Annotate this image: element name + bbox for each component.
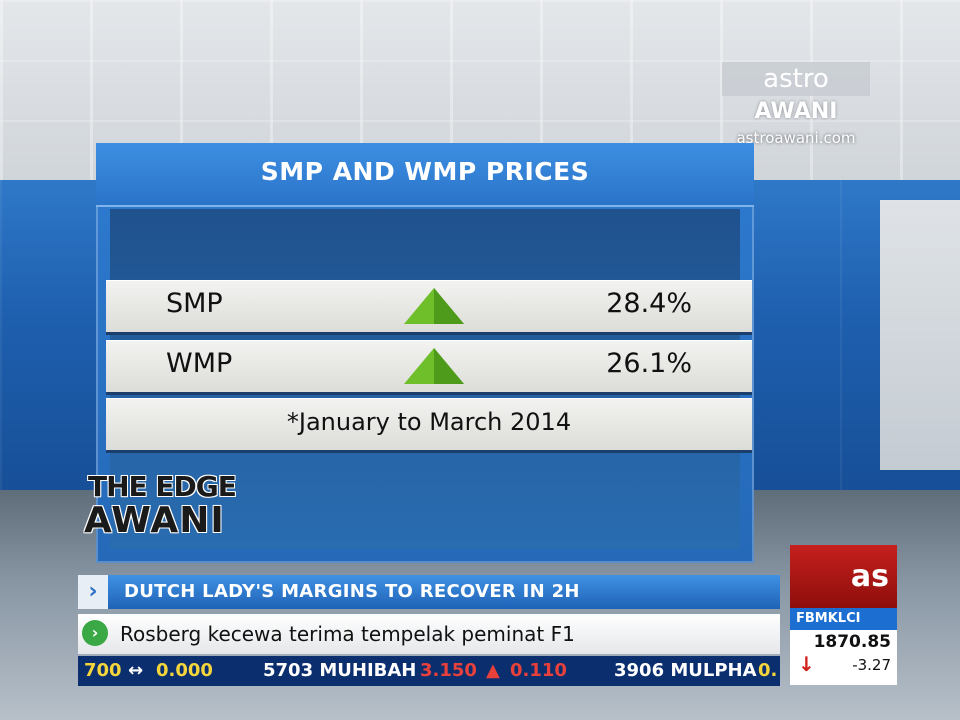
panel-title: SMP AND WMP PRICES [260, 157, 590, 186]
channel-logo: astro AWANI astroawani.com [722, 62, 870, 152]
row-value: 28.4% [606, 288, 692, 319]
market-change: -3.27 [852, 656, 891, 674]
show-logo-line1: THE EDGE [88, 470, 237, 503]
up-arrow-icon-shade [434, 288, 464, 324]
ticker-value: 3.150 [420, 660, 477, 681]
ticker-value: 0. [758, 660, 778, 681]
ticker-code: 5703 MUHIBAH [263, 660, 417, 681]
ticker-code: 3906 MULPHA [614, 660, 757, 681]
market-index-value: 1870.85 [813, 632, 891, 652]
row-value: 26.1% [606, 348, 692, 379]
headline-text: DUTCH LADY'S MARGINS TO RECOVER IN 2H [124, 581, 580, 602]
show-logo-line2: AWANI [84, 500, 225, 541]
ticker-value: 0.000 [156, 660, 213, 681]
panel-header: SMP AND WMP PRICES [96, 143, 754, 207]
market-logo: as [790, 545, 897, 608]
market-index-name: FBMKLCI [790, 608, 897, 630]
channel-url: astroawani.com [736, 129, 856, 147]
background-side-panel [880, 200, 960, 470]
headline-bar: › DUTCH LADY'S MARGINS TO RECOVER IN 2H [78, 575, 780, 609]
play-icon: › [82, 620, 108, 646]
price-row-smp: SMP 28.4% [106, 280, 752, 335]
ticker-code: 700 [84, 660, 122, 681]
footnote-row: *January to March 2014 [106, 398, 752, 453]
ticker-change: 0.110 [510, 660, 567, 681]
down-arrow-icon: ↓ [798, 652, 815, 676]
channel-name: AWANI [754, 99, 838, 124]
market-index-box: as FBMKLCI 1870.85 ↓ -3.27 [790, 545, 897, 685]
ticker-arrow: ▲ [486, 660, 500, 681]
row-label: WMP [166, 348, 233, 379]
news-text: Rosberg kecewa terima tempelak peminat F… [120, 622, 575, 646]
market-values: 1870.85 ↓ -3.27 [790, 630, 897, 685]
price-row-wmp: WMP 26.1% [106, 340, 752, 395]
stock-ticker: 700 ↔ 0.000 5703 MUHIBAH 3.150 ▲ 0.110 3… [78, 656, 780, 686]
channel-brand: astro [722, 62, 870, 96]
news-bar: › Rosberg kecewa terima tempelak peminat… [78, 614, 780, 654]
up-arrow-icon-shade [434, 348, 464, 384]
show-logo: THE EDGE AWANI [82, 470, 252, 541]
chevron-right-icon: › [78, 575, 108, 609]
footnote-text: *January to March 2014 [286, 408, 572, 436]
row-label: SMP [166, 288, 223, 319]
ticker-arrow: ↔ [128, 660, 144, 681]
